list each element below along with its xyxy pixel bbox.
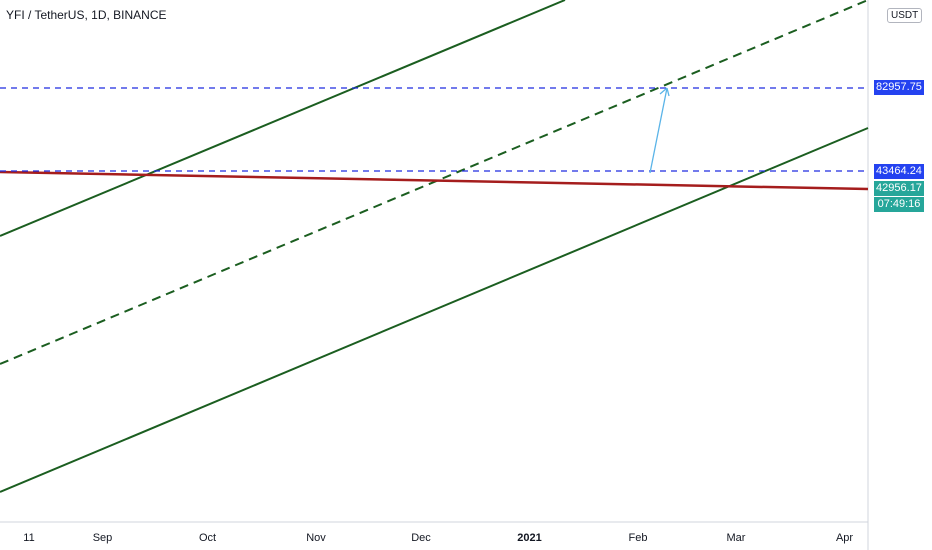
projection-arrow[interactable] xyxy=(649,87,670,174)
time-tick-label: Dec xyxy=(411,532,431,544)
time-tick-label: Feb xyxy=(629,532,648,544)
currency-unit-button[interactable]: USDT xyxy=(887,8,923,23)
bar-countdown-tag: 07:49:16 xyxy=(874,197,924,212)
time-tick-label: 11 xyxy=(23,532,34,544)
mid-channel-line[interactable] xyxy=(0,0,869,365)
upper-channel-line[interactable] xyxy=(0,0,566,237)
time-tick-label: Apr xyxy=(836,532,853,544)
current-price-tag: 42956.17 xyxy=(874,181,924,196)
drawings xyxy=(0,0,869,493)
level-tag-43464: 43464.24 xyxy=(874,164,924,179)
lower-channel-line[interactable] xyxy=(0,127,869,493)
time-tick-label: Sep xyxy=(93,532,113,544)
level-tag-82957: 82957.75 xyxy=(874,80,924,95)
resistance-line[interactable] xyxy=(0,170,869,191)
time-axis[interactable]: 11 Sep Oct Nov Dec 2021 Feb Mar Apr xyxy=(23,532,853,544)
time-tick-label: Oct xyxy=(199,532,216,544)
time-tick-label: 2021 xyxy=(517,532,541,544)
chart-area xyxy=(0,0,869,550)
time-tick-label: Mar xyxy=(727,532,746,544)
chart-title: YFI / TetherUS, 1D, BINANCE xyxy=(6,8,167,22)
time-tick-label: Nov xyxy=(306,532,326,544)
